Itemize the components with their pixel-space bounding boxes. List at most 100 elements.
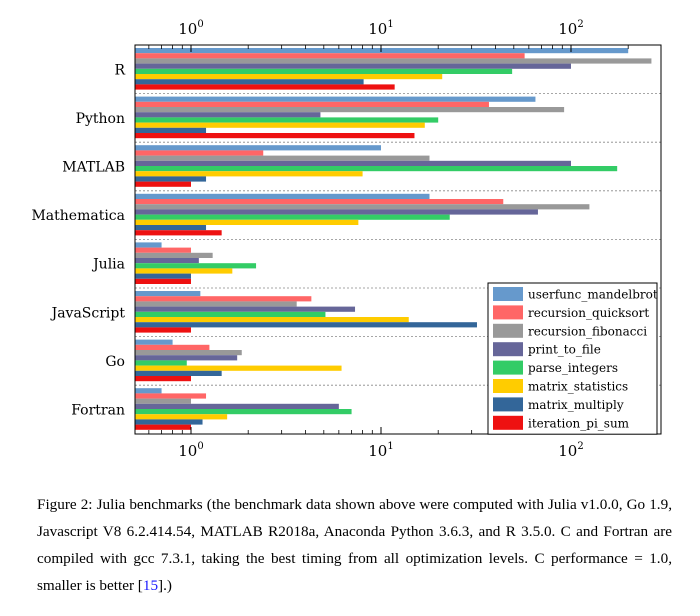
plot-frame (134, 44, 662, 435)
caption-text: Figure 2: Julia benchmarks (the benchmar… (37, 496, 672, 594)
bar-python-recursion-fibonacci (135, 107, 565, 113)
legend: userfunc_mandelbrot recursion_quicksortre… (487, 282, 658, 435)
legend-label-iteration-pi-sum: iteration_pi_sum (528, 416, 630, 430)
legend-swatch-parse-integers (493, 360, 523, 375)
bar-matlab-print-to-file (135, 160, 571, 166)
bar-go-print-to-file (135, 355, 238, 361)
bar-fortran-matrix-multiply (135, 419, 203, 425)
bar-python-parse-integers (135, 117, 439, 123)
category-label-python: Python (76, 111, 125, 127)
legend-label-matrix-multiply: matrix_multiply (528, 398, 624, 412)
benchmark-chart: 100 100 101 101 102 102 R Python MATLAB Mathemat… (31, 19, 662, 460)
bar-julia-recursion-quicksort (135, 247, 191, 253)
bar-r-recursion-fibonacci (135, 58, 652, 64)
legend-label-recursion-quicksort: recursion_quicksort (528, 306, 649, 320)
bar-javascript-iteration-pi-sum (135, 327, 191, 333)
bar-matlab-userfunc-mandelbrot (135, 145, 381, 151)
legend-swatch-print-to-file (493, 342, 523, 357)
bar-go-userfunc-mandelbrot (135, 339, 173, 345)
bar-r-parse-integers (135, 68, 513, 74)
figure-caption: Figure 2: Julia benchmarks (the benchmar… (37, 491, 672, 599)
bars-layer (135, 48, 652, 430)
bar-julia-matrix-statistics (135, 268, 233, 274)
bar-javascript-matrix-multiply (135, 322, 477, 328)
x-tick-label-bottom: 102 (558, 441, 583, 460)
category-label-fortran: Fortran (71, 403, 125, 419)
bar-python-recursion-quicksort (135, 101, 489, 107)
bar-go-matrix-multiply (135, 370, 222, 376)
bar-matlab-parse-integers (135, 166, 618, 172)
category-label-r: R (114, 62, 125, 78)
bar-r-matrix-multiply (135, 79, 364, 85)
bar-fortran-recursion-fibonacci (135, 398, 191, 404)
bar-mathematica-iteration-pi-sum (135, 230, 222, 236)
bar-r-print-to-file (135, 63, 571, 69)
bar-fortran-userfunc-mandelbrot (135, 388, 162, 394)
bar-go-iteration-pi-sum (135, 376, 191, 382)
legend-swatch-recursion-fibonacci (493, 323, 523, 338)
bar-go-parse-integers (135, 360, 187, 366)
legend-label-print-to-file: print_to_file (528, 343, 601, 357)
bar-fortran-iteration-pi-sum (135, 424, 191, 430)
category-label-matlab: MATLAB (62, 160, 125, 176)
bar-mathematica-recursion-quicksort (135, 199, 504, 205)
bar-matlab-matrix-statistics (135, 171, 363, 177)
legend-swatch-recursion-quicksort (493, 305, 523, 320)
x-tick-label-bottom: 100 (178, 441, 203, 460)
bar-r-iteration-pi-sum (135, 84, 395, 90)
bar-r-userfunc-mandelbrot (135, 48, 629, 54)
category-labels: R Python MATLAB Mathematica Julia JavaScript G… (31, 62, 125, 418)
category-label-mathematica: Mathematica (31, 208, 125, 224)
bar-go-recursion-fibonacci (135, 350, 242, 356)
x-tick-label-top: 102 (558, 19, 583, 38)
bar-python-matrix-multiply (135, 127, 207, 133)
axes: 100 100 101 101 102 102 (148, 19, 629, 460)
category-label-julia: Julia (91, 257, 125, 273)
category-label-go: Go (105, 354, 125, 370)
bar-python-iteration-pi-sum (135, 133, 415, 139)
bar-javascript-recursion-quicksort (135, 296, 312, 302)
bar-fortran-recursion-quicksort (135, 393, 207, 399)
x-tick-label-bottom: 101 (368, 441, 393, 460)
bar-mathematica-userfunc-mandelbrot (135, 193, 430, 199)
bar-go-matrix-statistics (135, 365, 342, 371)
bar-julia-print-to-file (135, 258, 199, 264)
bar-mathematica-print-to-file (135, 209, 538, 215)
bar-fortran-matrix-statistics (135, 414, 228, 420)
bar-julia-iteration-pi-sum (135, 278, 191, 284)
citation-link[interactable]: 15 (142, 577, 159, 594)
bar-python-print-to-file (135, 112, 321, 118)
bar-javascript-matrix-statistics (135, 317, 409, 323)
x-tick-label-top: 101 (368, 19, 393, 38)
bar-matlab-recursion-quicksort (135, 150, 264, 156)
legend-swatch-iteration-pi-sum (493, 415, 523, 430)
bar-matlab-iteration-pi-sum (135, 181, 191, 187)
x-tick-label-top: 100 (178, 19, 203, 38)
bar-julia-recursion-fibonacci (135, 252, 213, 258)
legend-swatch-matrix-multiply (493, 397, 523, 412)
bar-fortran-parse-integers (135, 409, 352, 415)
bar-r-matrix-statistics (135, 74, 443, 80)
bar-python-userfunc-mandelbrot (135, 96, 536, 102)
bar-javascript-parse-integers (135, 311, 326, 317)
bar-r-recursion-quicksort (135, 53, 525, 59)
bar-julia-userfunc-mandelbrot (135, 242, 162, 248)
bar-javascript-userfunc-mandelbrot (135, 291, 201, 297)
bar-mathematica-recursion-fibonacci (135, 204, 590, 210)
legend-swatch-matrix-statistics (493, 379, 523, 393)
caption-tail: ].) (158, 577, 172, 594)
legend-label-recursion-fibonacci: recursion_fibonacci (528, 324, 647, 338)
bar-python-matrix-statistics (135, 122, 425, 128)
legend-label-userfunc-mandelbrot: userfunc_mandelbrot (528, 288, 658, 302)
bar-julia-matrix-multiply (135, 273, 191, 279)
legend-label-parse-integers: parse_integers (528, 361, 618, 375)
bar-mathematica-matrix-multiply (135, 225, 207, 231)
bar-javascript-recursion-fibonacci (135, 301, 297, 307)
bar-go-recursion-quicksort (135, 344, 210, 350)
legend-label-matrix-statistics: matrix_statistics (528, 380, 628, 394)
bar-javascript-print-to-file (135, 306, 356, 312)
bar-mathematica-parse-integers (135, 214, 450, 220)
bar-mathematica-matrix-statistics (135, 219, 359, 225)
bar-julia-parse-integers (135, 263, 257, 269)
bar-matlab-matrix-multiply (135, 176, 207, 182)
